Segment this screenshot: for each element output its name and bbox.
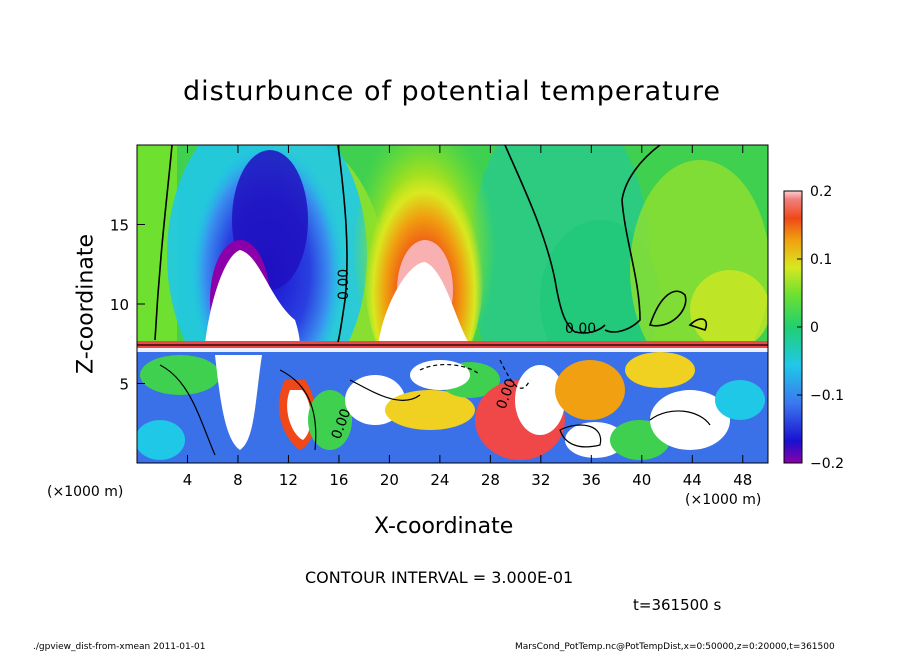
colorbar-tick-label: 0.2 bbox=[810, 184, 832, 200]
bl-contour-4 bbox=[559, 424, 602, 448]
bl-patch-9 bbox=[625, 352, 695, 388]
warm-spot-right bbox=[690, 270, 768, 350]
contour-interval: CONTOUR INTERVAL = 3.000E-01 bbox=[305, 568, 574, 587]
x-tick-label: 16 bbox=[329, 471, 348, 489]
white-region-negative bbox=[205, 250, 300, 345]
x-unit-right: (×1000 m) bbox=[685, 492, 762, 508]
boundary-top-white bbox=[137, 348, 768, 352]
x-axis: 4 8 12 16 20 24 28 32 36 40 44 48 bbox=[183, 145, 752, 489]
colorbar-tick-label: 0.1 bbox=[810, 252, 832, 268]
x-tick-label: 24 bbox=[430, 471, 449, 489]
x-tick-label: 12 bbox=[279, 471, 298, 489]
bl-contour-1 bbox=[159, 364, 216, 456]
bl-patch-6 bbox=[555, 360, 625, 420]
bl-contour-3 bbox=[349, 379, 421, 401]
colorbar-tick-label: −0.1 bbox=[810, 388, 844, 404]
x-tick-label: 28 bbox=[481, 471, 500, 489]
contour-closed-2 bbox=[688, 318, 708, 331]
bl-contour-6 bbox=[419, 364, 481, 376]
heatmap-field bbox=[137, 145, 768, 463]
bl-white-1 bbox=[215, 355, 262, 450]
contour-zero-2 bbox=[337, 145, 348, 343]
contour-zero-1 bbox=[154, 145, 173, 341]
x-tick-label: 4 bbox=[183, 471, 193, 489]
contour-lines bbox=[154, 145, 708, 343]
bl-white-6 bbox=[565, 422, 625, 458]
contour-label: 0.00 bbox=[565, 321, 596, 337]
x-tick-label: 32 bbox=[531, 471, 550, 489]
colorbar-tick-label: 0 bbox=[810, 320, 819, 336]
bl-contour-7 bbox=[499, 359, 531, 389]
x-tick-label: 48 bbox=[733, 471, 752, 489]
x-unit-left: (×1000 m) bbox=[47, 484, 124, 500]
x-tick-label: 36 bbox=[582, 471, 601, 489]
y-tick-label: 10 bbox=[110, 296, 129, 314]
bl-patch-1 bbox=[137, 420, 185, 460]
y-axis: 5 10 15 bbox=[110, 217, 145, 394]
x-tick-label: 44 bbox=[683, 471, 702, 489]
cool-band-2 bbox=[540, 220, 660, 380]
time-label: t=361500 s bbox=[633, 596, 722, 614]
colorbar-tick-label: −0.2 bbox=[810, 456, 844, 472]
footer-right: MarsCond_PotTemp.nc@PotTempDist,x=0:5000… bbox=[515, 642, 835, 652]
colorbar-ticks: 0.2 0.1 0 −0.1 −0.2 bbox=[797, 184, 844, 472]
contour-closed-1 bbox=[648, 290, 687, 327]
bl-white-4 bbox=[410, 360, 470, 390]
y-tick-label: 15 bbox=[110, 217, 129, 235]
contour-label: 0.00 bbox=[336, 269, 352, 300]
x-tick-label: 20 bbox=[380, 471, 399, 489]
bl-contour-5 bbox=[649, 410, 711, 426]
chart-title: disturbunce of potential temperature bbox=[183, 76, 721, 107]
boundary-contours bbox=[137, 344, 768, 456]
x-axis-label: X-coordinate bbox=[374, 514, 514, 539]
x-tick-label: 40 bbox=[632, 471, 651, 489]
y-tick-label: 5 bbox=[119, 376, 129, 394]
bl-patch-3 bbox=[308, 390, 352, 450]
bl-patch-2 bbox=[140, 355, 220, 395]
x-tick-label: 8 bbox=[233, 471, 243, 489]
white-region-positive bbox=[378, 262, 470, 345]
bl-white-2 bbox=[287, 390, 311, 440]
bl-white-5 bbox=[515, 365, 565, 435]
footer-left: ./gpview_dist-from-xmean 2011-01-01 bbox=[33, 642, 206, 652]
bl-contour-2 bbox=[279, 369, 317, 451]
bl-patch-8 bbox=[715, 380, 765, 420]
y-axis-label: Z-coordinate bbox=[73, 234, 99, 374]
contour-zero-3 bbox=[504, 145, 606, 334]
contour-zero-4 bbox=[604, 145, 661, 333]
bl-white-7 bbox=[650, 390, 730, 450]
